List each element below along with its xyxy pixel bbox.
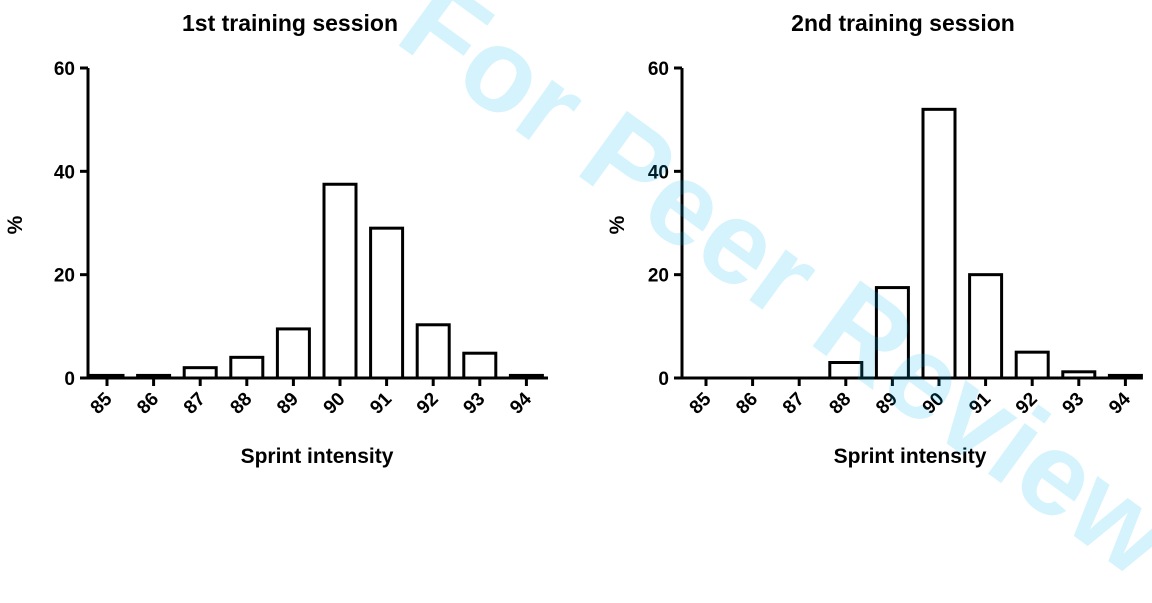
x-tick-label: 86 — [732, 389, 762, 419]
x-tick-label: 90 — [919, 389, 949, 419]
bar — [182, 366, 218, 380]
y-tick-label: 0 — [64, 369, 75, 390]
x-axis-label: Sprint intensity — [241, 445, 394, 468]
bar — [828, 361, 864, 380]
bar — [1107, 373, 1143, 380]
y-tick-label: 60 — [648, 59, 669, 80]
x-tick-label: 92 — [413, 389, 443, 419]
x-tick-label: 91 — [366, 388, 396, 418]
y-axis-label: % — [4, 215, 27, 234]
chart-title: 2nd training session — [791, 10, 1015, 36]
chart-2: 2nd training session 0 20 40 60% 85 86 87 88 89 90… — [606, 10, 1143, 468]
y-tick-label: 0 — [658, 369, 669, 390]
x-axis-label: Sprint intensity — [834, 445, 987, 468]
x-tick-label: 87 — [779, 389, 809, 419]
bar — [462, 351, 498, 380]
bar — [874, 286, 910, 380]
figure: 1st training session 0 20 40 60% 85 86 87 88 89 90… — [4, 10, 1143, 468]
chart-1: 1st training session 0 20 40 60% 85 86 87 88 89 90… — [4, 10, 548, 468]
x-tick-label: 94 — [506, 388, 536, 418]
bar — [968, 273, 1004, 380]
y-tick-label: 40 — [54, 162, 75, 183]
x-tick-label: 94 — [1105, 388, 1135, 418]
x-tick-label: 89 — [273, 389, 303, 419]
bar — [89, 373, 125, 380]
x-tick-label: 88 — [227, 389, 257, 419]
y-tick-label: 20 — [648, 266, 669, 287]
y-tick-label: 60 — [54, 59, 75, 80]
x-tick-label: 85 — [87, 388, 117, 418]
bar — [921, 107, 957, 380]
x-tick-label: 93 — [460, 389, 490, 419]
bar — [136, 373, 172, 380]
bar — [415, 323, 451, 380]
bar — [508, 373, 544, 380]
y-tick-label: 20 — [54, 266, 75, 287]
chart-title: 1st training session — [182, 10, 398, 36]
bar — [229, 355, 265, 380]
x-tick-label: 90 — [320, 389, 350, 419]
y-tick-label: 40 — [648, 162, 669, 183]
x-tick-label: 89 — [872, 389, 902, 419]
bar — [369, 226, 405, 380]
x-tick-label: 87 — [180, 389, 210, 419]
bar — [322, 182, 358, 380]
x-tick-label: 86 — [133, 389, 163, 419]
bar — [275, 327, 311, 380]
bar — [1014, 350, 1050, 380]
x-tick-label: 93 — [1059, 389, 1089, 419]
y-axis-label: % — [606, 215, 629, 234]
x-tick-label: 88 — [826, 389, 856, 419]
bar — [1061, 370, 1097, 380]
x-tick-label: 92 — [1012, 389, 1042, 419]
x-tick-label: 85 — [686, 388, 716, 418]
x-tick-label: 91 — [965, 388, 995, 418]
